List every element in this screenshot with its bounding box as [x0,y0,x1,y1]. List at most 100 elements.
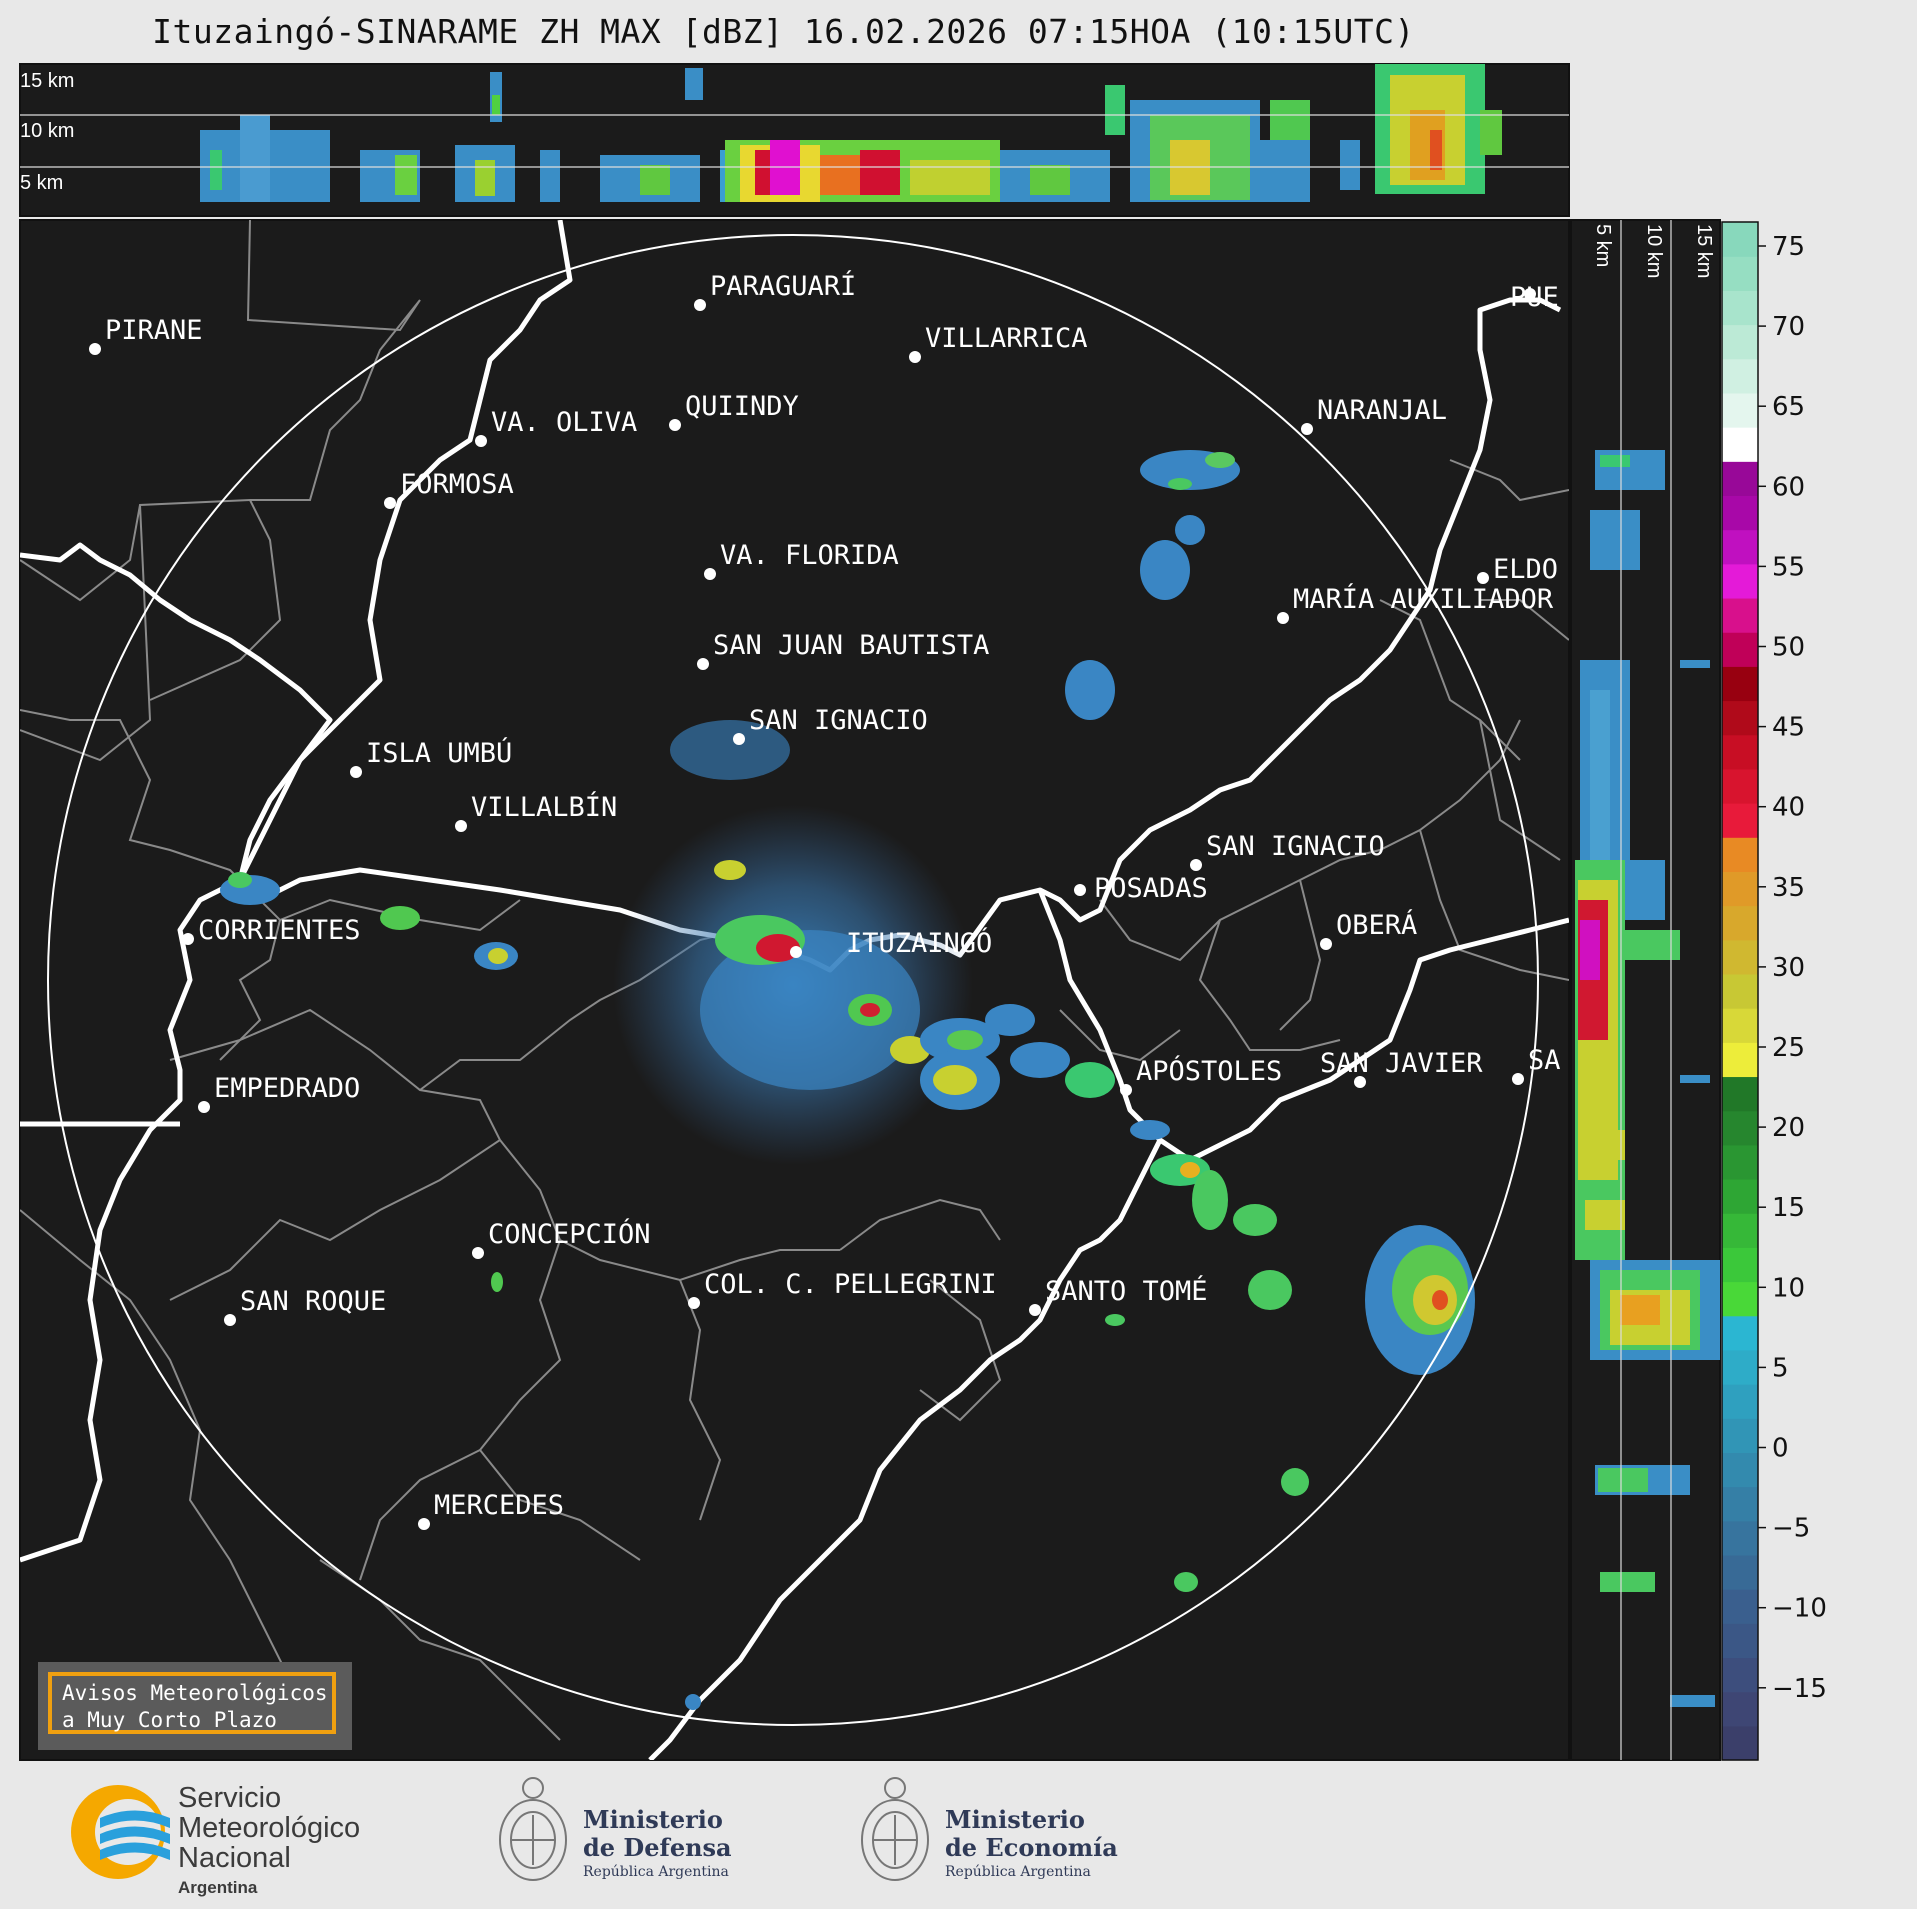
colorbar-step [1722,256,1758,291]
place-label: CORRIENTES [198,915,361,946]
defensa-line-2: de Defensa [583,1833,732,1862]
colorbar-step [1722,1247,1758,1283]
colorbar-step [1722,1384,1758,1419]
place-dot [472,1247,484,1259]
colorbar-step [1722,222,1758,257]
colorbar-step [1722,973,1758,1009]
place-label: ISLA UMBÚ [366,737,512,769]
place-marker: MERCEDES [418,1490,564,1530]
colorbar-step [1722,1281,1758,1317]
colorbar-step [1722,905,1758,941]
side-cross-section-panel: 5 km 10 km 15 km [1570,219,1721,1761]
defensa-logo-text: Ministerio de Defensa República Argentin… [583,1806,732,1881]
colorbar-tick-label: −5 [1772,1514,1810,1544]
smn-line-3: Nacional [178,1842,291,1874]
colorbar-step [1722,1452,1758,1488]
place-marker: MARÍA AUXILIADOR [1277,583,1554,624]
place-dot [697,658,709,670]
place-label: FORMOSA [400,469,514,500]
colorbar-tick-label: 70 [1772,312,1805,342]
colorbar-step [1722,1315,1758,1351]
colorbar-step [1722,290,1758,326]
place-label: COL. C. PELLEGRINI [704,1269,997,1300]
colorbar-step [1722,837,1758,872]
place-marker: SAN IGNACIO [733,705,928,745]
place-dot [1320,938,1332,950]
place-dot [704,568,716,580]
colorbar-step [1722,1623,1758,1659]
place-dot [350,766,362,778]
place-dot [1512,1073,1524,1085]
notice-link[interactable]: Avisos Meteorológicos a Muy Corto Plazo [48,1672,336,1734]
place-label: SANTO TOMÉ [1045,1275,1208,1307]
place-dot [909,351,921,363]
place-marker: SAN JUAN BAUTISTA [697,630,989,670]
colorbar-tick-label: −10 [1772,1594,1827,1624]
place-label: EMPEDRADO [214,1073,360,1104]
radar-range-ring [47,234,1539,1726]
top-cross-section-panel: 15 km 10 km 5 km [19,63,1570,217]
place-dot [1190,859,1202,871]
colorbar-tick-label: 40 [1772,793,1805,823]
side-label-15km: 15 km [1693,224,1715,278]
place-label: SAN JAVIER [1320,1048,1483,1079]
smn-line-1: Servicio [178,1782,282,1814]
place-marker: QUIINDY [669,391,799,431]
place-marker: NARANJAL [1301,395,1447,435]
place-marker: COL. C. PELLEGRINI [688,1269,997,1309]
place-label: ITUZAINGÓ [846,927,992,959]
place-label: QUIINDY [685,391,799,422]
place-label: PIRANE [105,315,203,346]
colorbar-tick-label: 15 [1772,1193,1805,1223]
top-label-5km: 5 km [20,172,63,194]
colorbar-step [1722,1657,1758,1693]
place-dot [790,946,802,958]
colorbar-step [1722,1042,1758,1078]
colorbar-tick-label: 60 [1772,472,1805,502]
place-marker: CORRIENTES [182,915,361,946]
notice-panel[interactable]: Avisos Meteorológicos a Muy Corto Plazo [38,1662,352,1750]
colorbar-step [1722,871,1758,907]
colorbar-step [1722,1725,1758,1761]
place-label: APÓSTOLES [1136,1055,1282,1087]
place-marker: PIRANE [89,315,203,355]
place-dot [1029,1304,1041,1316]
colorbar-frame [1721,221,1759,1761]
place-dot [1477,572,1489,584]
map-panel: PARAGUARÍ VILLARRICA PIRANE QUIINDY VA. OLIV… [19,219,1570,1761]
colorbar-tick-label: 55 [1772,552,1805,582]
colorbar-step [1722,1418,1758,1453]
colorbar-step [1722,1691,1758,1727]
smn-logo [71,1785,170,1879]
colorbar-step [1722,1589,1758,1624]
place-dot [1120,1084,1132,1096]
place-marker: ELDO [1477,554,1558,585]
smn-logo-text: Servicio Meteorológico Nacional Argentin… [178,1783,360,1903]
place-marker: VILLARRICA [909,323,1088,363]
place-label: CONCEPCIÓN [488,1218,651,1250]
colorbar-step [1722,768,1758,804]
colorbar-tick-label: 45 [1772,713,1805,743]
place-dot [89,343,101,355]
colorbar-step [1722,734,1758,770]
place-label: SAN ROQUE [240,1286,386,1317]
place-marker: PARAGUARÍ [694,270,856,311]
place-label: VA. OLIVA [491,407,637,438]
colorbar-tick-label: 30 [1772,953,1805,983]
place-label: SA [1528,1045,1561,1076]
top-label-10km: 10 km [20,120,74,142]
colorbar-step [1722,358,1758,394]
colorbar-step [1722,324,1758,360]
place-label: ELDO [1493,554,1558,585]
colorbar-tick-label: 75 [1772,232,1805,262]
colorbar-step [1722,1144,1758,1180]
colorbar-step [1722,700,1758,736]
place-label: SAN IGNACIO [1206,831,1385,862]
place-label: VILLARRICA [925,323,1088,354]
colorbar-tick-label: −15 [1772,1674,1827,1704]
international-borders [20,220,1569,1760]
place-dot [1301,423,1313,435]
smn-line-2: Meteorológico [178,1812,361,1844]
